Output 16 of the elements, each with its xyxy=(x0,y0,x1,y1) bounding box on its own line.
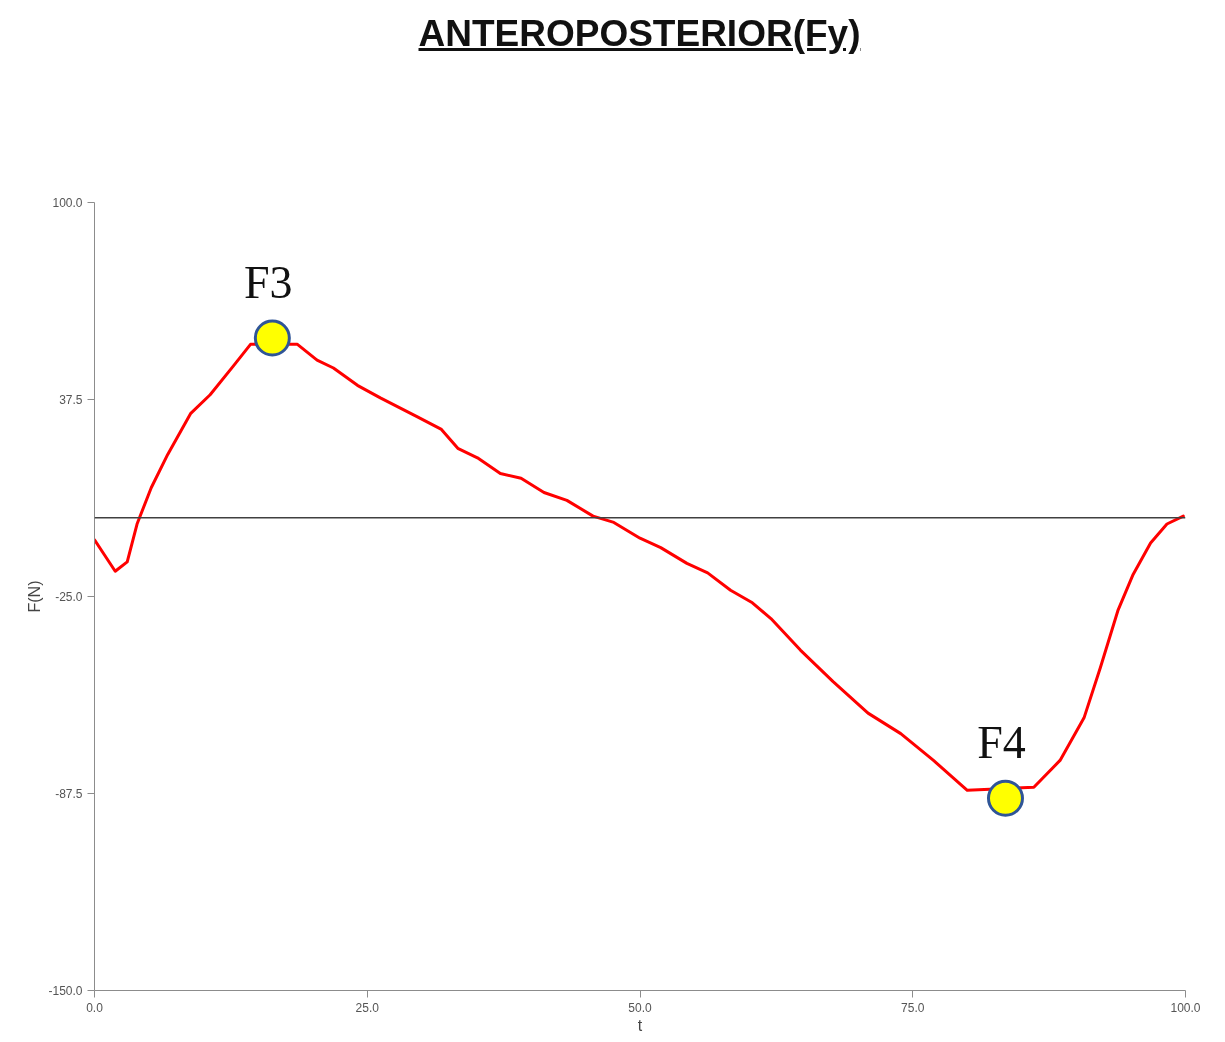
y-tick-label: -87.5 xyxy=(55,787,83,801)
annotation: F3 xyxy=(244,257,293,309)
x-tick-label: 75.0 xyxy=(901,1000,925,1015)
x-tick-label: 100.0 xyxy=(1170,1000,1201,1015)
annotation: F4 xyxy=(977,717,1026,769)
line-series xyxy=(94,342,1185,792)
x-tick-label: 25.0 xyxy=(355,1000,380,1015)
x-tick-label: 50.0 xyxy=(628,1000,652,1015)
y-axis-title: F(N) xyxy=(26,580,44,613)
y-tick-label: -25.0 xyxy=(55,590,83,604)
y-tick-label: 100.0 xyxy=(52,196,83,210)
x-tick-label: 0.0 xyxy=(86,1000,104,1015)
y-tick-label: -150.0 xyxy=(48,984,83,998)
y-tick-label: 37.5 xyxy=(59,393,83,407)
x-axis-title: t xyxy=(637,1016,643,1034)
chart-title: ANTEROPOSTERIOR(Fy) xyxy=(418,13,861,54)
